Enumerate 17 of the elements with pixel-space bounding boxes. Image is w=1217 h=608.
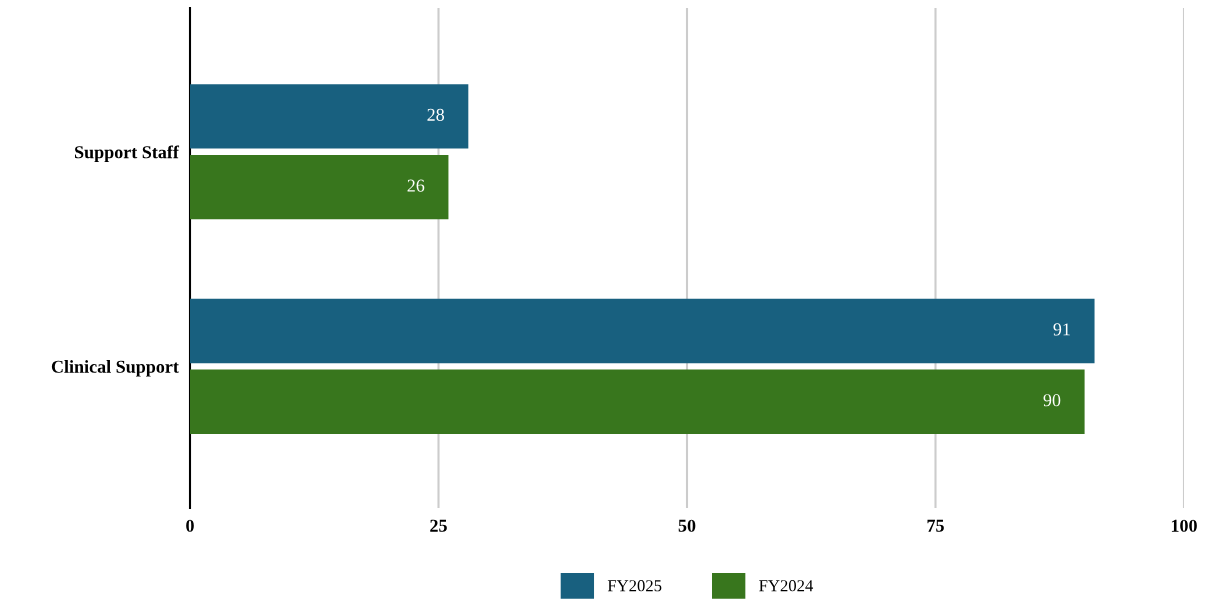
data-label: 90 bbox=[1043, 394, 1061, 407]
x-tick-label: 0 bbox=[186, 519, 194, 532]
data-label: 91 bbox=[1053, 323, 1070, 336]
x-tick-label: 50 bbox=[678, 519, 696, 532]
legend-label: FY2024 bbox=[759, 580, 814, 592]
bar bbox=[190, 84, 469, 149]
x-tick-label: 25 bbox=[430, 519, 447, 532]
data-label: 26 bbox=[407, 179, 425, 192]
bar bbox=[190, 155, 449, 220]
x-tick-label: 75 bbox=[927, 519, 944, 532]
bar bbox=[190, 298, 1095, 364]
y-tick-label: Clinical Support bbox=[51, 360, 179, 377]
data-label: 28 bbox=[427, 108, 445, 121]
y-tick-label: Support Staff bbox=[75, 145, 180, 162]
bar bbox=[190, 369, 1085, 434]
x-tick-label: 100 bbox=[1171, 519, 1197, 532]
legend-label: FY2025 bbox=[607, 580, 662, 592]
